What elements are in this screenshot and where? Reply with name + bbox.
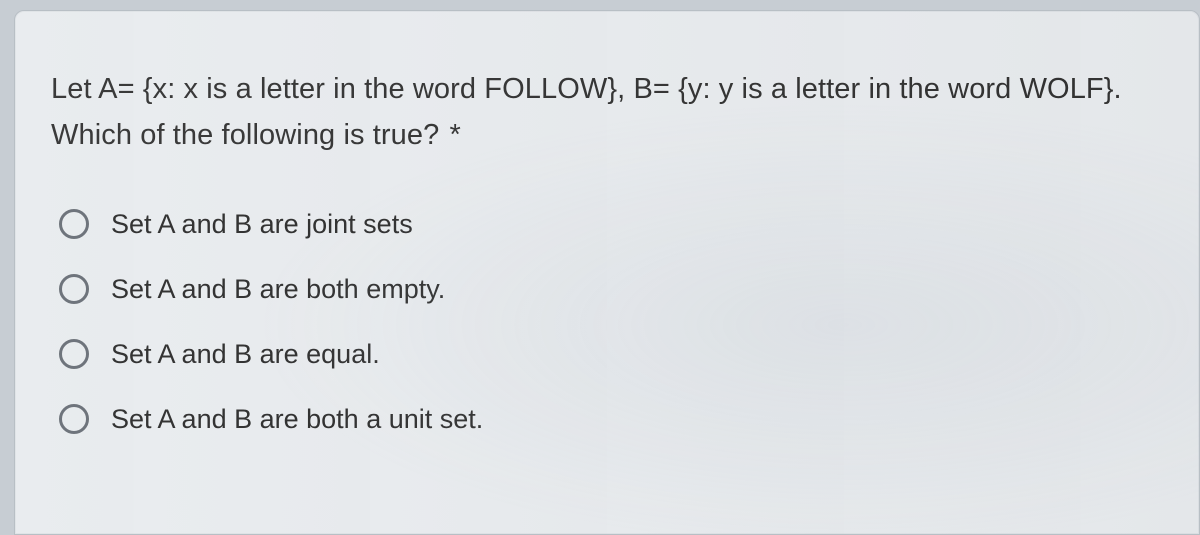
radio-icon: [59, 339, 89, 369]
option-1[interactable]: Set A and B are joint sets: [59, 209, 1159, 240]
option-label: Set A and B are both a unit set.: [111, 404, 483, 435]
question-card: Let A= {x: x is a letter in the word FOL…: [14, 10, 1200, 535]
option-label: Set A and B are both empty.: [111, 274, 445, 305]
options-group: Set A and B are joint sets Set A and B a…: [51, 209, 1159, 435]
option-4[interactable]: Set A and B are both a unit set.: [59, 404, 1159, 435]
radio-icon: [59, 274, 89, 304]
option-3[interactable]: Set A and B are equal.: [59, 339, 1159, 370]
radio-icon: [59, 209, 89, 239]
question-body: Let A= {x: x is a letter in the word FOL…: [51, 73, 1122, 151]
option-2[interactable]: Set A and B are both empty.: [59, 274, 1159, 305]
required-asterisk: *: [448, 119, 461, 151]
option-label: Set A and B are joint sets: [111, 209, 413, 240]
radio-icon: [59, 404, 89, 434]
option-label: Set A and B are equal.: [111, 339, 380, 370]
question-text: Let A= {x: x is a letter in the word FOL…: [51, 66, 1159, 159]
